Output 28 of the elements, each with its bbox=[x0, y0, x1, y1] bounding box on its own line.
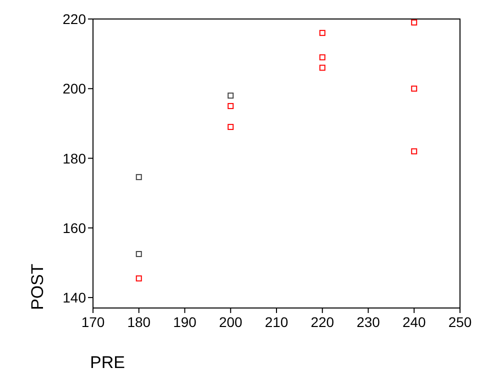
x-tick-label: 210 bbox=[264, 314, 288, 330]
y-tick-label: 220 bbox=[62, 11, 86, 27]
point bbox=[411, 148, 418, 154]
y-tick-label: 160 bbox=[62, 220, 86, 236]
point bbox=[136, 251, 142, 258]
point bbox=[411, 19, 418, 26]
y-axis-title: POST bbox=[28, 264, 47, 310]
x-tick-label: 180 bbox=[127, 314, 151, 330]
point bbox=[228, 124, 234, 130]
point bbox=[319, 54, 326, 60]
x-tick-label: 240 bbox=[402, 314, 426, 330]
x-tick-label: 250 bbox=[448, 314, 472, 330]
x-tick-label: 220 bbox=[310, 314, 334, 330]
y-tick-label: 180 bbox=[62, 150, 86, 166]
point bbox=[228, 103, 234, 110]
y-tick-label: 200 bbox=[62, 80, 86, 97]
x-tick-label: 170 bbox=[81, 314, 105, 330]
point bbox=[228, 92, 234, 99]
point bbox=[136, 275, 142, 282]
point bbox=[136, 174, 142, 180]
y-tick-label: 140 bbox=[62, 290, 86, 306]
point bbox=[319, 30, 326, 36]
x-axis-title: PRE bbox=[90, 353, 125, 372]
x-tick-label: 200 bbox=[218, 314, 243, 330]
point bbox=[411, 86, 418, 92]
x-tick-label: 190 bbox=[173, 314, 197, 330]
x-tick-label: 230 bbox=[356, 314, 380, 330]
point bbox=[319, 64, 326, 71]
